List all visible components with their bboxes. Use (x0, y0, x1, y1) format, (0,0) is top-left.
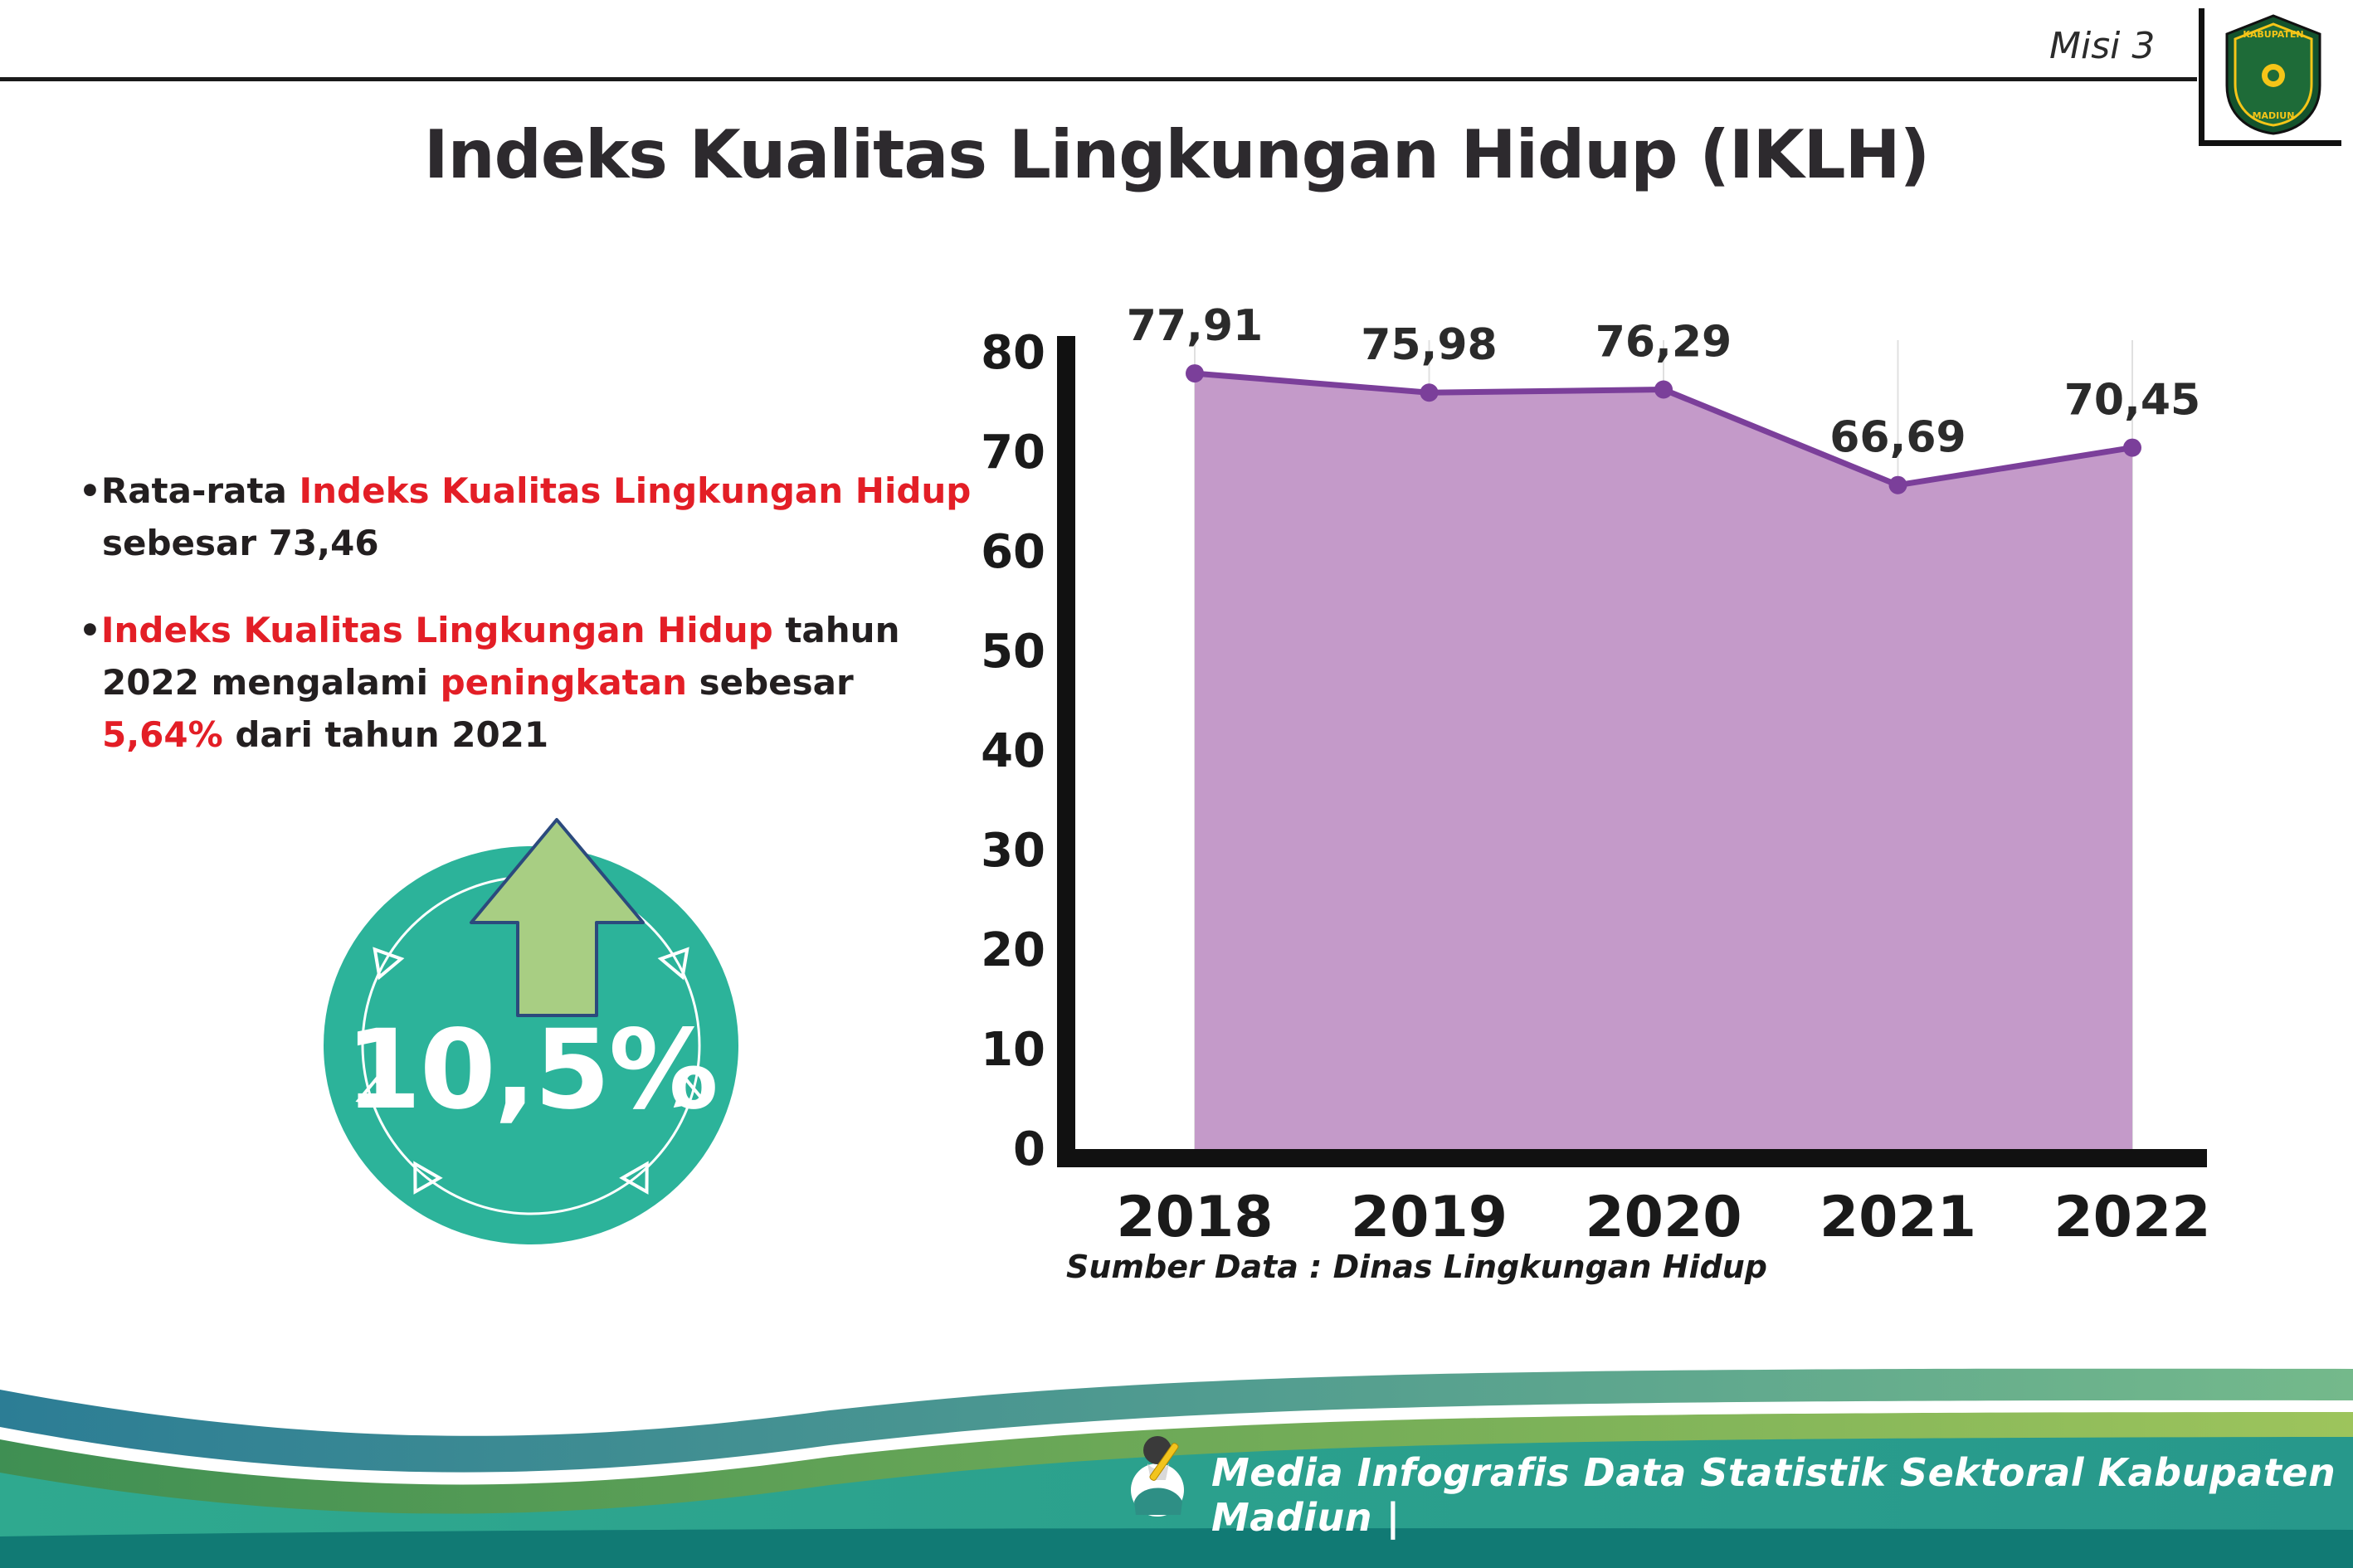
iklh-chart: 0 10 20 30 40 50 60 70 80 2018 2019 2020 2021 2022 77,… (962, 265, 2224, 1344)
misi-label: Misi 3 (2049, 25, 2156, 67)
svg-text:10: 10 (981, 1023, 1045, 1077)
svg-text:40: 40 (981, 724, 1045, 778)
kabupaten-madiun-logo: KABUPATEN MADIUN (2225, 13, 2321, 135)
svg-text:77,91: 77,91 (1127, 301, 1263, 351)
svg-text:60: 60 (981, 525, 1045, 579)
svg-text:2020: 2020 (1585, 1185, 1742, 1250)
page-title: Indeks Kualitas Lingkungan Hidup (IKLH) (423, 116, 1930, 193)
svg-text:50: 50 (981, 625, 1045, 679)
logo-frame: KABUPATEN MADIUN (2199, 8, 2341, 146)
svg-text:80: 80 (981, 326, 1045, 380)
logo-bottom-text: MADIUN (2252, 110, 2294, 121)
svg-text:75,98: 75,98 (1361, 320, 1497, 370)
svg-text:2018: 2018 (1116, 1185, 1273, 1250)
svg-text:70,45: 70,45 (2064, 376, 2200, 426)
source-note: Sumber Data : Dinas Lingkungan Hidup (1066, 1249, 1767, 1285)
svg-text:2019: 2019 (1351, 1185, 1508, 1250)
svg-text:30: 30 (981, 824, 1045, 878)
svg-text:76,29: 76,29 (1595, 318, 1732, 368)
bullet-item: •Rata-rata Indeks Kualitas Lingkungan Hi… (79, 470, 972, 563)
chart-svg: 0 10 20 30 40 50 60 70 80 2018 2019 2020 2021 2022 77,… (981, 301, 2211, 1250)
svg-text:70: 70 (981, 426, 1045, 480)
badge-value: 10,5% (345, 1006, 719, 1134)
bullet-list: •Rata-rata Indeks Kualitas Lingkungan Hi… (79, 465, 983, 796)
mascot-icon (1131, 1436, 1184, 1517)
svg-text:66,69: 66,69 (1829, 413, 1966, 463)
svg-text:2022: 2022 (2053, 1185, 2210, 1250)
header-divider (0, 77, 2197, 81)
logo-top-text: KABUPATEN (2243, 29, 2303, 40)
increase-arrow-icon (470, 818, 645, 1017)
footer-text: Media Infografis Data Statistik Sektoral… (1211, 1450, 2336, 1540)
bullet-item: •Indeks Kualitas Lingkungan Hidup tahun … (79, 610, 900, 755)
footer-bar: Media Infografis Data Statistik Sektoral… (0, 1410, 2353, 1540)
svg-text:2021: 2021 (1820, 1185, 1976, 1250)
svg-text:20: 20 (981, 923, 1045, 977)
svg-text:0: 0 (1013, 1122, 1045, 1176)
